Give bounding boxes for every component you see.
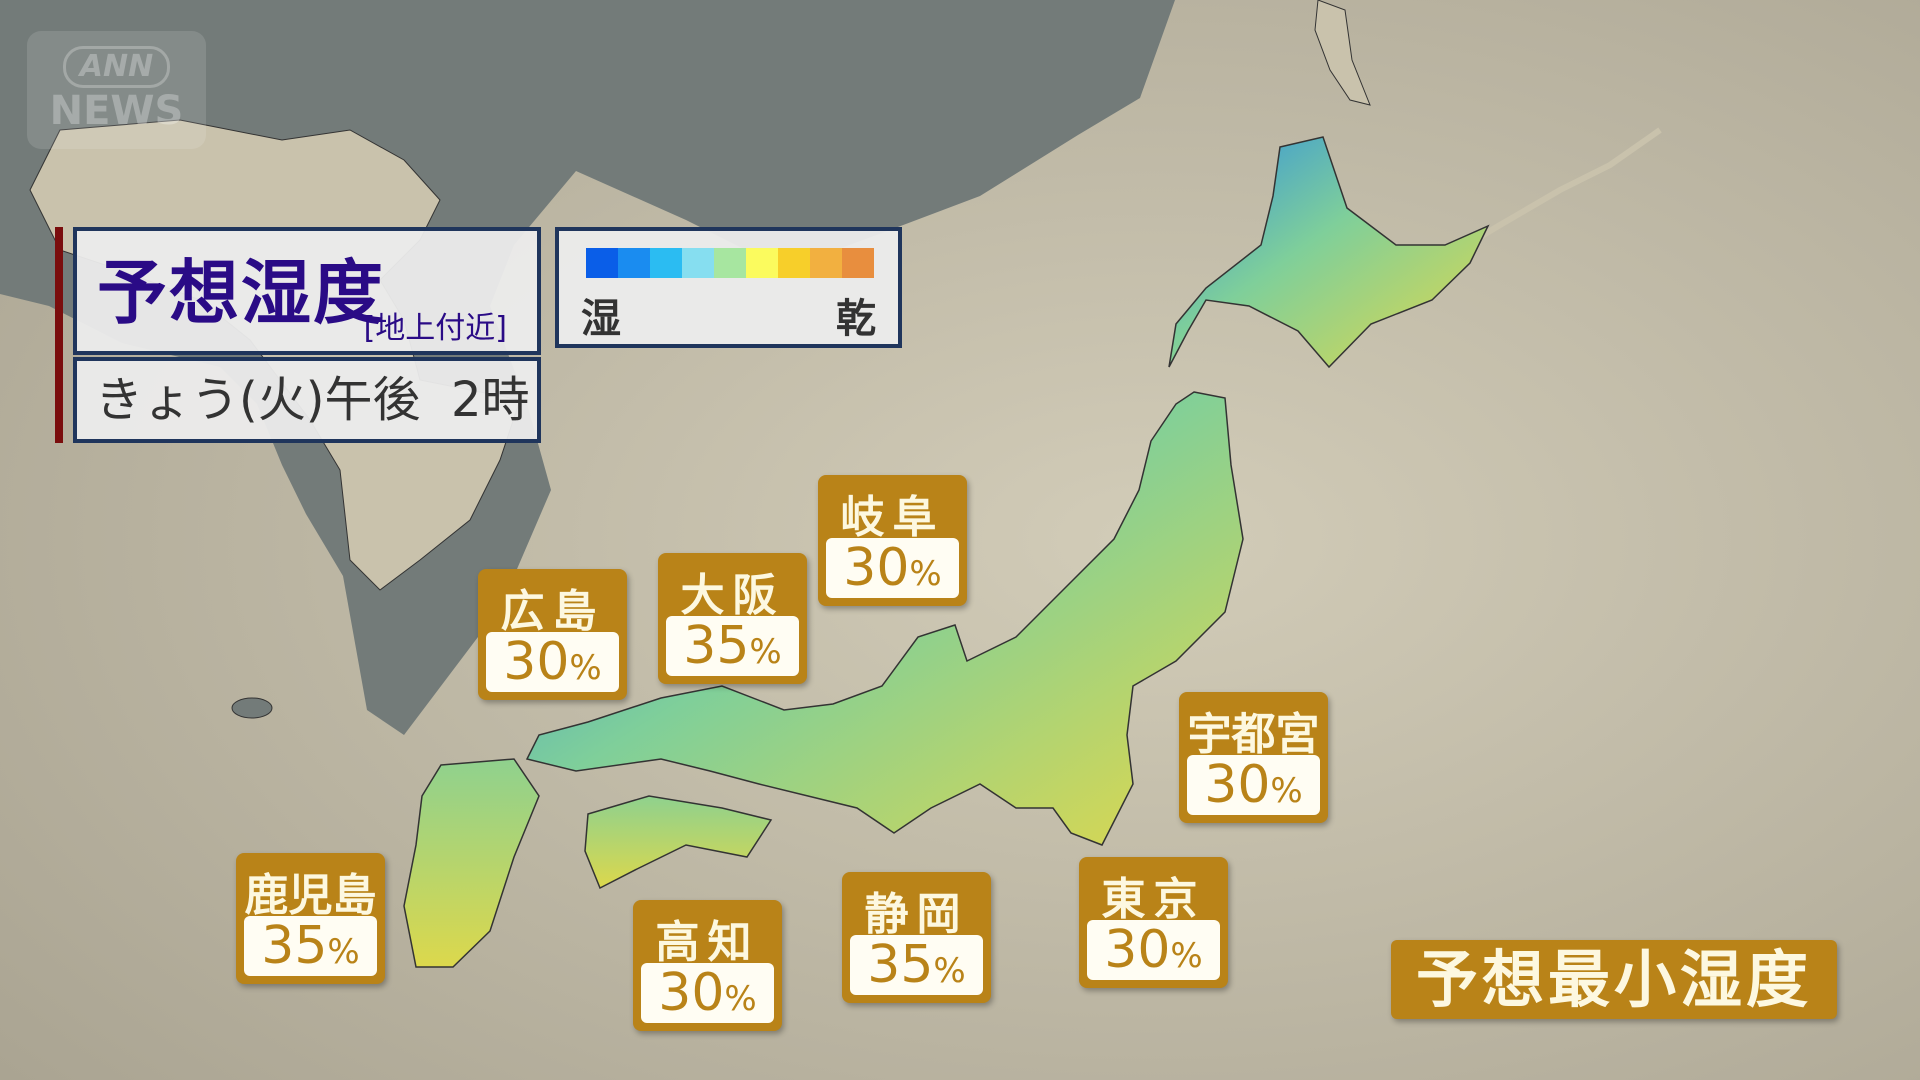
title-box: 予想湿度 [地上付近]	[73, 227, 541, 355]
humidity-value: 30	[658, 963, 725, 1023]
city-value: 30%	[826, 538, 959, 598]
city-label-kagoshima: 鹿児島 35%	[236, 853, 385, 984]
jeju-island	[231, 697, 273, 719]
city-name: 広島	[500, 586, 605, 637]
humidity-value: 35	[867, 935, 934, 995]
city-name: 高知	[655, 917, 760, 968]
humidity-value: 30	[1204, 755, 1271, 815]
legend-swatch	[714, 248, 746, 278]
city-label-shizuoka: 静岡 35%	[842, 872, 991, 1003]
kyushu	[403, 758, 540, 968]
city-label-tokyo: 東京 30%	[1079, 857, 1228, 988]
city-value: 30%	[641, 963, 774, 1023]
city-name: 大阪	[680, 570, 785, 621]
hokkaido	[1168, 136, 1490, 369]
city-value: 30%	[1187, 755, 1320, 815]
humidity-unit: %	[724, 979, 757, 1019]
city-name: 鹿児島	[244, 870, 377, 921]
color-legend: 湿 乾	[555, 227, 902, 348]
city-value: 35%	[850, 935, 983, 995]
city-name: 東京	[1101, 874, 1206, 925]
forecast-time: きょう(火)午後 2時	[73, 357, 541, 443]
humidity-value: 35	[683, 616, 750, 676]
city-label-kochi: 高知 30%	[633, 900, 782, 1031]
humidity-value: 30	[1104, 920, 1171, 980]
city-label-hiroshima: 広島 30%	[478, 569, 627, 700]
city-name: 宇都宮	[1187, 709, 1320, 760]
legend-color-scale	[586, 248, 874, 278]
humidity-unit: %	[749, 632, 782, 672]
humidity-unit: %	[933, 951, 966, 991]
page-title: 予想湿度	[97, 252, 385, 334]
city-value: 30%	[486, 632, 619, 692]
legend-swatch	[618, 248, 650, 278]
legend-swatch	[842, 248, 874, 278]
city-value: 30%	[1087, 920, 1220, 980]
humidity-unit: %	[569, 648, 602, 688]
legend-swatch	[682, 248, 714, 278]
logo-ann: ANN	[62, 46, 171, 88]
humidity-unit: %	[1170, 936, 1203, 976]
city-name: 岐阜	[840, 492, 945, 543]
humidity-unit: %	[327, 932, 360, 972]
legend-wet-label: 湿	[581, 296, 621, 342]
honshu	[525, 391, 1244, 846]
accent-bar	[55, 227, 63, 443]
logo-news: NEWS	[49, 88, 184, 134]
city-label-osaka: 大阪 35%	[658, 553, 807, 684]
humidity-unit: %	[909, 554, 942, 594]
legend-swatch	[650, 248, 682, 278]
humidity-value: 35	[261, 916, 328, 976]
city-name: 静岡	[864, 889, 969, 940]
city-label-gifu: 岐阜 30%	[818, 475, 967, 606]
legend-swatch	[778, 248, 810, 278]
shikoku	[584, 795, 773, 890]
humidity-value: 30	[503, 632, 570, 692]
humidity-value: 30	[843, 538, 910, 598]
legend-swatch	[810, 248, 842, 278]
city-value: 35%	[244, 916, 377, 976]
legend-dry-label: 乾	[836, 296, 876, 342]
ann-news-logo: ANN NEWS	[27, 31, 206, 149]
city-value: 35%	[666, 616, 799, 676]
page-subtitle: [地上付近]	[363, 311, 507, 346]
sakhalin	[1314, 0, 1371, 106]
humidity-unit: %	[1270, 771, 1303, 811]
legend-swatch	[746, 248, 778, 278]
city-label-utsunomiya: 宇都宮 30%	[1179, 692, 1328, 823]
legend-swatch	[586, 248, 618, 278]
min-humidity-banner: 予想最小湿度	[1391, 940, 1837, 1019]
